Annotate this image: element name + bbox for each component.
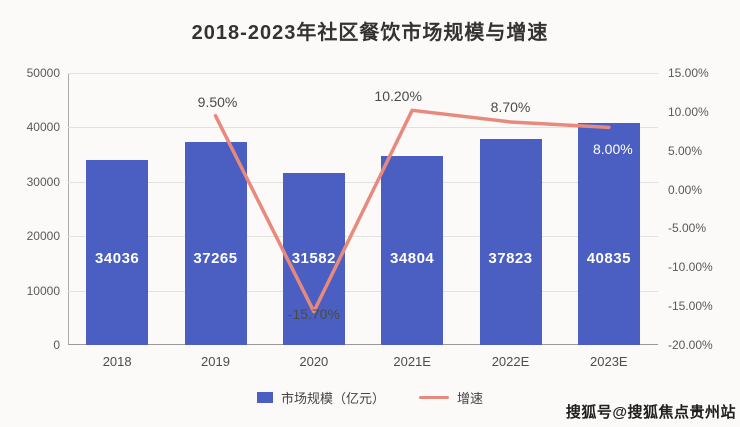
line-point-label: 8.70% bbox=[490, 98, 531, 115]
bar: 40835 bbox=[577, 122, 640, 345]
bar: 37265 bbox=[184, 142, 247, 345]
line-point-label: 10.20% bbox=[374, 88, 422, 105]
gridline bbox=[68, 290, 658, 292]
legend-item: 市场规模（亿元） bbox=[256, 388, 385, 407]
bar-value-label: 37265 bbox=[193, 249, 238, 267]
y-axis-tick-right: 5.00% bbox=[668, 143, 703, 158]
gridline bbox=[68, 127, 658, 129]
y-axis-tick-right: -10.00% bbox=[668, 260, 713, 275]
legend-marker-square bbox=[256, 392, 273, 403]
x-axis-label: 2021E bbox=[393, 354, 431, 369]
watermark: 搜狐号@搜狐焦点贵州站 bbox=[565, 404, 736, 421]
y-axis-tick-left: 30000 bbox=[26, 174, 60, 189]
bar-value-label: 40835 bbox=[586, 249, 631, 267]
y-axis-tick-right: 0.00% bbox=[668, 182, 703, 197]
chart-title: 2018-2023年社区餐饮市场规模与增速 bbox=[191, 22, 549, 44]
growth-line bbox=[213, 108, 611, 314]
bar: 31582 bbox=[282, 173, 345, 345]
plot-area bbox=[68, 73, 658, 345]
bar-value-label: 34036 bbox=[95, 249, 140, 267]
y-axis-tick-left: 20000 bbox=[26, 229, 60, 244]
line-point-label: 8.00% bbox=[592, 141, 633, 158]
y-axis-tick-right: -5.00% bbox=[668, 221, 707, 236]
x-axis-label: 2020 bbox=[299, 354, 329, 369]
bar: 34036 bbox=[86, 159, 149, 345]
y-axis-tick-left: 0 bbox=[53, 338, 60, 352]
y-axis-tick-right: 15.00% bbox=[668, 66, 709, 80]
y-axis-tick-left: 10000 bbox=[26, 283, 60, 298]
y-axis-tick-right: -15.00% bbox=[668, 299, 713, 314]
legend: 市场规模（亿元） 增速 bbox=[0, 388, 740, 407]
gridline bbox=[68, 236, 658, 238]
gridline bbox=[68, 73, 658, 74]
y-axis-tick-right: -20.00% bbox=[668, 338, 713, 352]
legend-item: 增速 bbox=[419, 388, 483, 407]
bar: 37823 bbox=[479, 139, 542, 345]
x-axis-label: 2018 bbox=[102, 354, 132, 369]
legend-label: 增速 bbox=[457, 391, 484, 406]
x-axis-label: 2023E bbox=[590, 354, 628, 369]
legend-label: 市场规模（亿元） bbox=[280, 391, 385, 406]
bar-value-label: 31582 bbox=[291, 249, 336, 267]
bar: 34804 bbox=[381, 155, 444, 345]
gridline bbox=[68, 181, 658, 183]
legend-marker-line bbox=[419, 396, 449, 399]
y-axis-tick-left: 40000 bbox=[26, 120, 60, 135]
y-axis-tick-left: 50000 bbox=[26, 66, 60, 80]
line-point-label: 9.50% bbox=[197, 93, 238, 110]
line-point-label: -15.70% bbox=[287, 305, 340, 322]
x-axis-label: 2022E bbox=[491, 354, 530, 369]
bar-value-label: 34804 bbox=[390, 249, 435, 267]
bar-value-label: 37823 bbox=[488, 249, 533, 267]
x-axis-label: 2019 bbox=[201, 354, 230, 369]
y-axis-tick-right: 10.00% bbox=[668, 104, 709, 119]
